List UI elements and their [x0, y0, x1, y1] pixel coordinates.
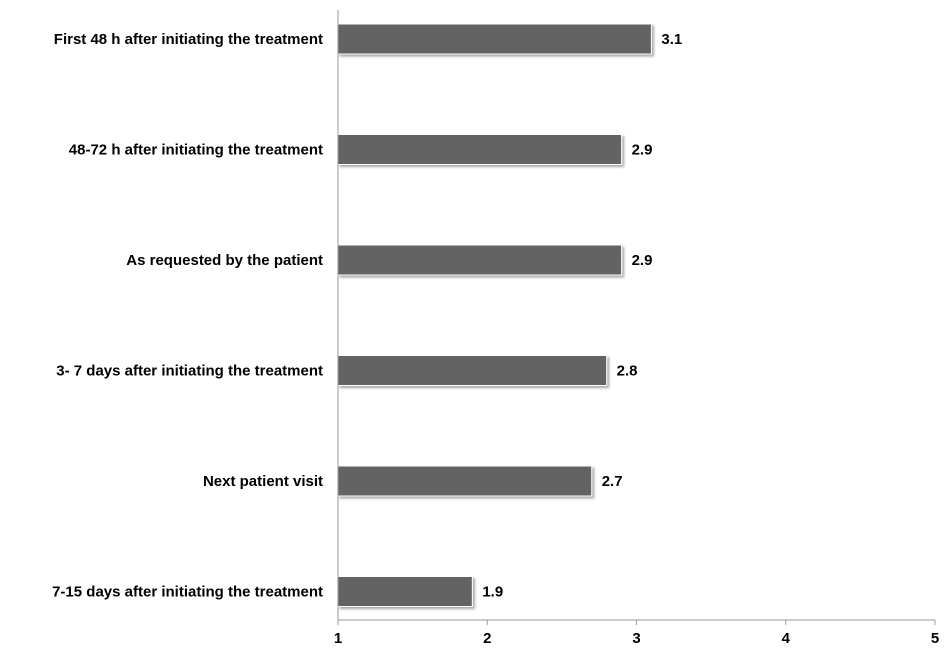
bar: [337, 23, 652, 55]
bar: [337, 134, 623, 165]
category-label: Next patient visit: [203, 473, 323, 490]
x-tick-label: 2: [483, 630, 491, 647]
category-label: 48-72 h after initiating the treatment: [69, 142, 323, 159]
data-label: 2.8: [617, 363, 638, 380]
category-label: 3- 7 days after initiating the treatment: [56, 363, 323, 380]
data-label: 2.9: [632, 142, 653, 159]
axes: [337, 10, 936, 625]
category-label: As requested by the patient: [126, 252, 323, 269]
labels: 1 2 3 4 5 First 48 h after initiating the tre…: [52, 31, 939, 647]
bar: [337, 355, 608, 386]
data-label: 2.9: [632, 252, 653, 269]
data-label: 3.1: [661, 31, 682, 48]
category-label: First 48 h after initiating the treatmen…: [54, 31, 323, 48]
bar: [337, 244, 623, 276]
x-tick-label: 4: [782, 630, 791, 647]
data-label: 1.9: [482, 584, 503, 601]
x-tick-label: 5: [931, 630, 939, 647]
bar: [337, 576, 473, 607]
category-label: 7-15 days after initiating the treatment: [52, 584, 323, 601]
data-label: 2.7: [602, 473, 623, 490]
bars: [337, 23, 652, 607]
x-tick-label: 3: [632, 630, 640, 647]
x-tick-label: 1: [334, 630, 342, 647]
bar: [337, 465, 593, 497]
